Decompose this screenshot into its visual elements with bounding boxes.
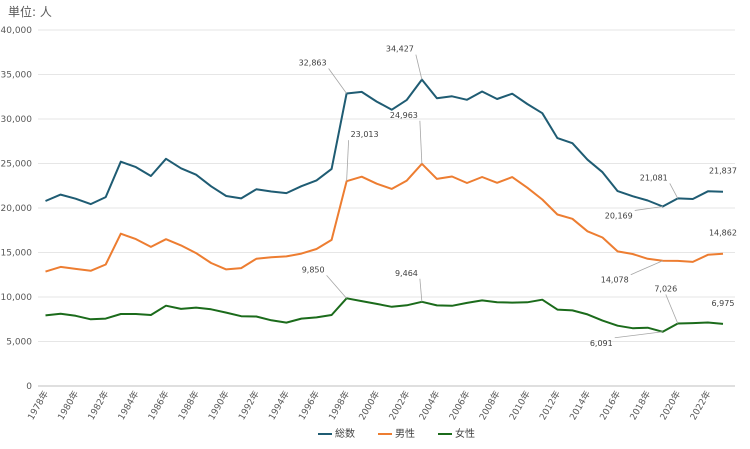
data-label: 14,078	[601, 276, 629, 285]
data-label: 7,026	[654, 284, 677, 293]
y-tick-label: 10,000	[1, 293, 33, 303]
x-tick-label: 2008年	[476, 388, 502, 422]
y-tick-label: 5,000	[6, 338, 32, 348]
x-tick-label: 1992年	[236, 389, 262, 423]
series-line-0	[45, 78, 724, 208]
annotation-leaders	[326, 54, 679, 339]
x-tick-label: 2022年	[687, 389, 713, 423]
x-tick-label: 1978年	[25, 389, 51, 423]
x-tick-label: 2006年	[446, 389, 472, 423]
y-tick-label: 0	[26, 382, 32, 392]
leader-line	[326, 275, 347, 299]
x-tick-label: 2018年	[627, 389, 653, 423]
legend-label: 女性	[455, 427, 475, 440]
unit-label: 単位: 人	[8, 5, 52, 19]
series-lines	[45, 78, 724, 333]
grid-lines	[38, 29, 735, 387]
legend: 総数 男性 女性	[318, 427, 475, 440]
legend-label: 男性	[395, 427, 415, 440]
data-label: 34,427	[386, 45, 414, 54]
data-label: 20,169	[605, 211, 633, 220]
leader-line	[665, 294, 679, 324]
leader-line	[614, 331, 663, 339]
x-tick-label: 1994年	[266, 389, 292, 423]
data-label: 14,862	[709, 229, 737, 238]
data-labels: 32,863 34,427 20,169 21,081 21,837 23,013 24,9…	[299, 45, 737, 348]
y-tick-label: 30,000	[1, 115, 33, 125]
x-tick-label: 2016年	[597, 389, 623, 423]
data-label: 9,850	[302, 265, 325, 274]
x-tick-label: 1986年	[145, 389, 171, 423]
x-tick-label: 1996年	[296, 389, 322, 423]
x-tick-label: 2004年	[416, 389, 442, 423]
leader-line	[328, 68, 347, 94]
data-label: 24,963	[390, 111, 418, 120]
data-label: 9,464	[395, 269, 418, 278]
y-tick-label: 25,000	[1, 160, 33, 170]
x-tick-label: 1998年	[326, 389, 352, 423]
x-tick-label: 2000年	[356, 389, 382, 423]
y-axis-ticks: 0 5,000 10,000 15,000 20,000 25,000 30,000 35,0…	[1, 26, 33, 392]
x-tick-label: 2012年	[537, 389, 563, 423]
x-tick-label: 1988年	[175, 389, 201, 423]
leader-line	[419, 120, 423, 164]
data-label: 21,837	[709, 167, 737, 176]
data-label: 6,091	[590, 339, 613, 348]
data-label: 6,975	[712, 299, 735, 308]
y-tick-label: 35,000	[1, 71, 33, 81]
leader-line	[634, 206, 663, 211]
x-axis-ticks: 1978年 1980年 1982年 1984年 1986年 1988年 1990年 1992年…	[25, 388, 714, 422]
x-tick-label: 1990年	[205, 389, 231, 423]
y-tick-label: 40,000	[1, 26, 33, 36]
x-tick-label: 2010年	[507, 389, 533, 423]
leader-line	[419, 278, 423, 302]
x-tick-label: 2002年	[386, 389, 412, 423]
x-tick-label: 1982年	[85, 389, 111, 423]
y-tick-label: 20,000	[1, 204, 33, 214]
data-label: 23,013	[351, 130, 379, 139]
data-label: 32,863	[299, 59, 327, 68]
leader-line	[630, 260, 663, 276]
series-line-2	[45, 297, 724, 333]
y-tick-label: 15,000	[1, 249, 33, 259]
x-tick-label: 2020年	[657, 389, 683, 423]
data-label: 21,081	[640, 173, 668, 182]
x-tick-label: 1984年	[115, 389, 141, 423]
leader-line	[415, 54, 423, 80]
x-tick-label: 2014年	[567, 389, 593, 423]
x-tick-label: 1980年	[55, 389, 81, 423]
leader-line	[669, 183, 679, 199]
legend-label: 総数	[335, 427, 355, 440]
leader-line	[346, 140, 350, 182]
series-line-1	[45, 162, 724, 273]
